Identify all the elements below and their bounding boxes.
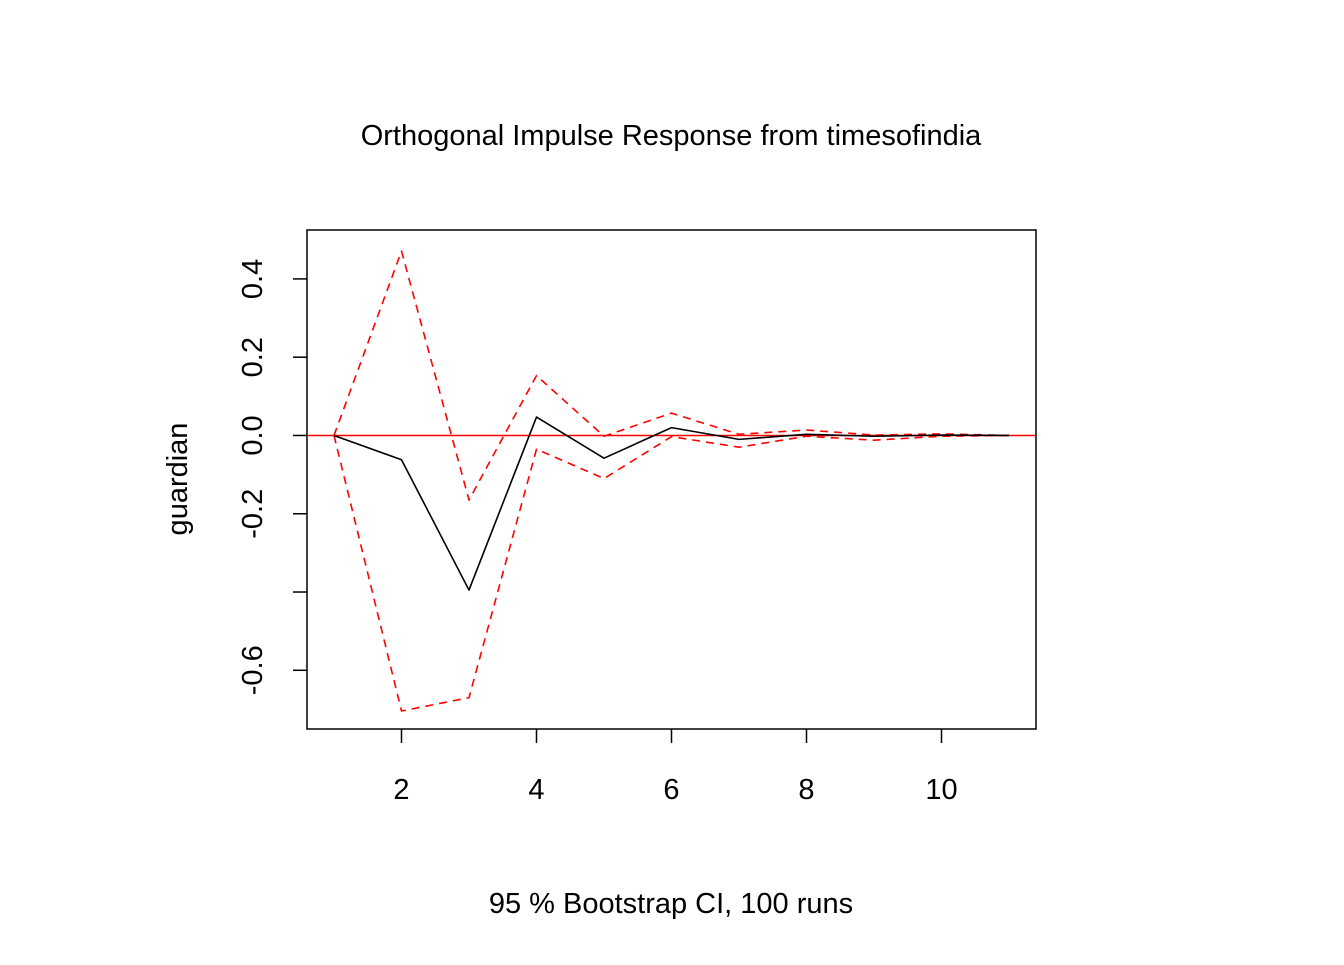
- x-tick-label: 10: [925, 774, 957, 806]
- y-tick-label: 0.0: [237, 415, 269, 455]
- y-axis-label: guardian: [162, 423, 194, 536]
- y-tick-label: -0.6: [237, 645, 269, 695]
- x-axis-label: 95 % Bootstrap CI, 100 runs: [489, 888, 853, 920]
- lower-ci-line: [333, 434, 1010, 712]
- impulse-response-line: [333, 416, 1010, 591]
- upper-ci-line: [333, 250, 1010, 501]
- y-tick-label: -0.2: [237, 489, 269, 539]
- x-tick-label: 6: [663, 774, 679, 806]
- y-tick-label: 0.4: [237, 259, 269, 299]
- x-tick-label: 4: [528, 774, 544, 806]
- x-tick-label: 2: [393, 774, 409, 806]
- x-tick-label: 8: [798, 774, 814, 806]
- y-tick-label: 0.2: [237, 337, 269, 377]
- plot-area: 2 4 6 8 10 -0.6 -0.2 0.0 0.2 0.4: [237, 229, 1037, 806]
- chart-title: Orthogonal Impulse Response from timesof…: [361, 120, 982, 152]
